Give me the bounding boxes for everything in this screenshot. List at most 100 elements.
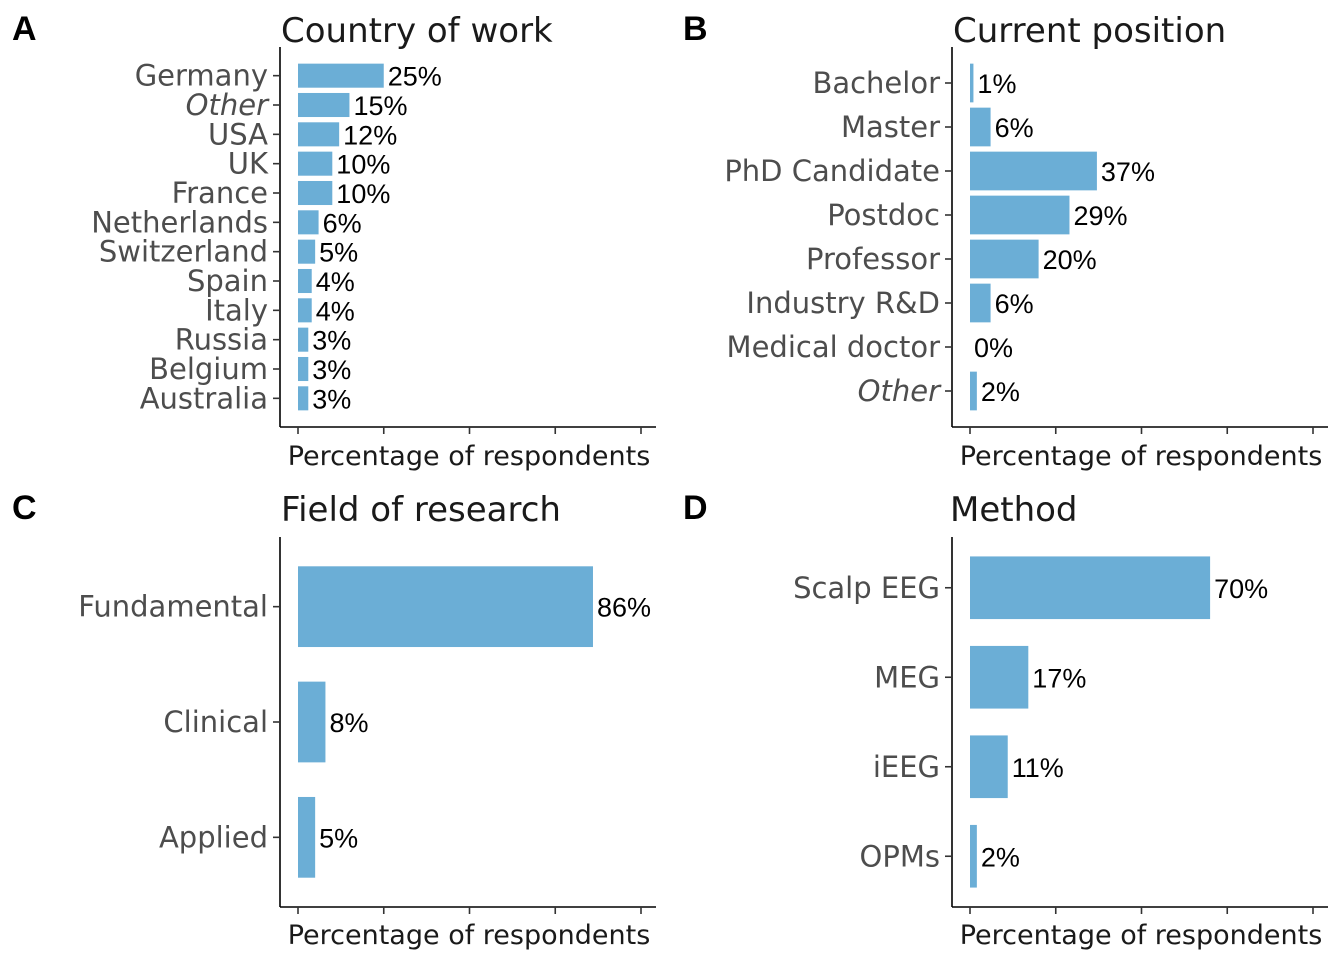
bar-d: [970, 735, 1008, 799]
x-axis-label-c: Percentage of respondents: [288, 920, 651, 951]
value-label-b: 1%: [977, 69, 1016, 99]
plot-area-d: Scalp EEG 70% MEG 17% iEEG 11% OPMs 2%: [793, 537, 1328, 914]
panel-letter-d: D: [683, 489, 708, 527]
bar-d: [970, 556, 1211, 620]
bar-b: [970, 63, 974, 103]
category-label-c: Applied: [159, 820, 268, 854]
value-label-d: 17%: [1032, 663, 1086, 693]
bar-a: [298, 239, 316, 264]
category-label-b: Master: [841, 110, 940, 144]
category-label-a: Italy: [205, 293, 268, 327]
category-label-a: Australia: [140, 381, 268, 415]
category-label-d: Scalp EEG: [793, 571, 940, 605]
category-label-d: iEEG: [873, 750, 940, 784]
category-label-a: Switzerland: [99, 235, 268, 269]
panel-b: B Current position Percentage of respond…: [683, 10, 1328, 472]
value-label-b: 2%: [981, 377, 1020, 407]
value-label-a: 5%: [319, 238, 358, 268]
value-label-a: 4%: [316, 296, 355, 326]
category-label-a: France: [172, 176, 268, 210]
x-axis-label-a: Percentage of respondents: [288, 441, 651, 472]
value-label-a: 25%: [388, 62, 442, 92]
plot-area-a: Germany 25% Other 15% USA 12% UK 10% France 10% Ne…: [91, 47, 656, 434]
bar-b: [970, 283, 991, 323]
value-label-d: 2%: [981, 842, 1020, 872]
category-label-b: Bachelor: [812, 66, 940, 100]
panel-a: A Country of work Percentage of responde…: [12, 10, 656, 472]
category-label-a: UK: [228, 147, 269, 181]
category-label-a: Belgium: [149, 352, 268, 386]
category-label-b: Industry R&D: [746, 286, 940, 320]
category-label-d: OPMs: [860, 839, 940, 873]
category-label-a: Netherlands: [91, 205, 268, 239]
bar-a: [298, 92, 350, 118]
panel-title-d: Method: [950, 490, 1078, 530]
value-label-b: 29%: [1073, 201, 1127, 231]
bar-b: [970, 195, 1070, 235]
category-label-a: Germany: [135, 59, 268, 93]
bar-c: [298, 796, 316, 878]
bar-a: [298, 327, 309, 352]
value-label-b: 37%: [1101, 157, 1155, 187]
panel-title-c: Field of research: [281, 490, 561, 530]
panel-letter-a: A: [12, 10, 37, 48]
category-label-a: Other: [186, 88, 270, 122]
bar-d: [970, 645, 1029, 709]
value-label-b: 6%: [995, 289, 1034, 319]
panel-title-b: Current position: [953, 11, 1226, 51]
bar-a: [298, 63, 384, 88]
bar-b: [970, 151, 1097, 191]
value-label-d: 70%: [1214, 574, 1268, 604]
bar-a: [298, 180, 333, 206]
value-label-c: 86%: [597, 593, 651, 623]
value-label-a: 6%: [323, 208, 362, 238]
bar-c: [298, 566, 593, 648]
value-label-b: 20%: [1043, 245, 1097, 275]
bar-a: [298, 386, 309, 411]
value-label-a: 3%: [312, 326, 351, 356]
value-label-b: 0%: [974, 333, 1013, 363]
panel-c: C Field of research Percentage of respon…: [12, 489, 656, 951]
value-label-a: 12%: [343, 120, 397, 150]
value-label-b: 6%: [995, 113, 1034, 143]
panel-letter-b: B: [683, 10, 708, 48]
value-label-a: 3%: [312, 384, 351, 414]
category-label-b: Medical doctor: [727, 330, 941, 364]
category-label-b: PhD Candidate: [724, 154, 940, 188]
panel-title-a: Country of work: [281, 11, 553, 51]
bar-d: [970, 824, 977, 888]
x-axis-label-b: Percentage of respondents: [960, 441, 1323, 472]
category-label-b: Professor: [806, 242, 940, 276]
value-label-a: 10%: [336, 150, 390, 180]
value-label-c: 8%: [329, 708, 368, 738]
category-label-a: Russia: [175, 323, 268, 357]
bar-c: [298, 681, 326, 763]
value-label-a: 3%: [312, 355, 351, 385]
value-label-a: 4%: [316, 267, 355, 297]
panel-d: D Method Percentage of respondents Scalp…: [683, 489, 1328, 951]
bar-a: [298, 151, 333, 176]
value-label-c: 5%: [319, 823, 358, 853]
plot-area-c: Fundamental 86% Clinical 8% Applied 5%: [78, 537, 656, 914]
bar-a: [298, 268, 312, 294]
value-label-a: 15%: [353, 91, 407, 121]
value-label-a: 10%: [336, 179, 390, 209]
plot-area-b: Bachelor 1% Master 6% PhD Candidate 37% Postdo…: [724, 47, 1328, 434]
bar-a: [298, 356, 309, 382]
panel-letter-c: C: [12, 489, 37, 527]
bar-b: [970, 107, 991, 147]
bar-a: [298, 122, 340, 147]
category-label-c: Fundamental: [78, 590, 268, 624]
value-label-d: 11%: [1012, 753, 1064, 783]
category-label-a: USA: [208, 117, 268, 151]
category-label-b: Other: [858, 374, 942, 408]
category-label-b: Postdoc: [827, 198, 940, 232]
bar-a: [298, 210, 319, 235]
category-label-c: Clinical: [163, 705, 268, 739]
bar-a: [298, 298, 312, 323]
category-label-d: MEG: [874, 660, 940, 694]
category-label-a: Spain: [187, 264, 268, 298]
bar-b: [970, 239, 1039, 279]
bar-b: [970, 371, 977, 411]
